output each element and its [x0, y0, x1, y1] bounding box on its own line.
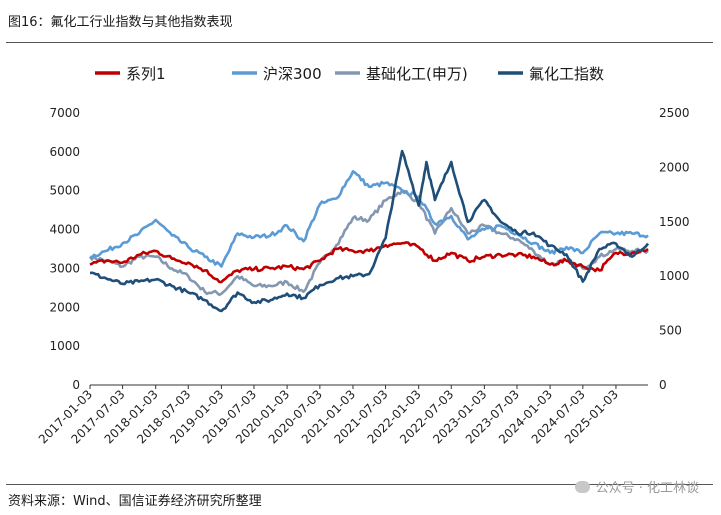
- y-right-tick-label: 1500: [659, 215, 690, 229]
- y-right-tick-label: 2000: [659, 160, 690, 174]
- figure-header: 图16：氟化工行业指数与其他指数表现: [6, 6, 713, 34]
- y-right-tick-label: 0: [659, 378, 667, 392]
- bottom-divider: [6, 484, 713, 485]
- chart-legend: 系列1 沪深300 基础化工(申万) 氟化工指数: [95, 65, 604, 83]
- y-left-tick-label: 6000: [49, 145, 80, 159]
- y-left-tick-label: 3000: [49, 261, 80, 275]
- wechat-icon: [574, 481, 590, 493]
- y-left-tick-label: 5000: [49, 184, 80, 198]
- y-left-tick-label: 4000: [49, 223, 80, 237]
- y-left-tick-label: 2000: [49, 300, 80, 314]
- y-left-tick-label: 0: [72, 378, 80, 392]
- legend-label: 基础化工(申万): [366, 65, 468, 83]
- fluorochemical-index-chart: 系列1 沪深300 基础化工(申万) 氟化工指数 0 1000 2000 3000 4000 5…: [36, 65, 690, 446]
- legend-label: 氟化工指数: [529, 65, 604, 83]
- legend-label: 沪深300: [263, 65, 322, 83]
- series-line: [89, 241, 649, 284]
- figure-title: 图16：氟化工行业指数与其他指数表现: [8, 15, 233, 30]
- y-right-tick-label: 1000: [659, 269, 690, 283]
- y-left-tick-label: 1000: [49, 339, 80, 353]
- watermark-text: 公众号 · 化工林谈: [595, 481, 699, 496]
- series-line: [88, 189, 649, 297]
- top-divider: [6, 42, 713, 43]
- watermark: 公众号 · 化工林谈: [574, 477, 699, 496]
- y-left-tick-label: 7000: [49, 106, 80, 120]
- source-note: 资料来源：Wind、国信证券经济研究所整理: [8, 494, 262, 509]
- y-right-tick-label: 2500: [659, 106, 690, 120]
- series-line: [89, 149, 650, 313]
- y-right-tick-label: 500: [659, 324, 682, 338]
- series-lines: [88, 149, 650, 313]
- legend-label: 系列1: [126, 65, 166, 83]
